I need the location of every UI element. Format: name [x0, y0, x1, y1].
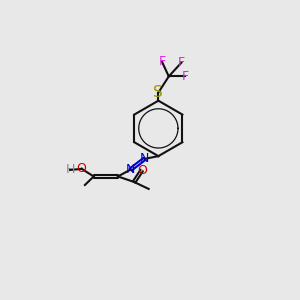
Text: F: F — [178, 56, 185, 69]
Text: N: N — [140, 152, 149, 165]
Text: O: O — [77, 162, 87, 175]
Text: N: N — [126, 163, 135, 176]
Text: O: O — [137, 164, 147, 177]
Text: F: F — [158, 55, 165, 68]
Text: F: F — [182, 70, 188, 83]
Text: S: S — [154, 85, 163, 100]
Text: H: H — [65, 164, 75, 176]
